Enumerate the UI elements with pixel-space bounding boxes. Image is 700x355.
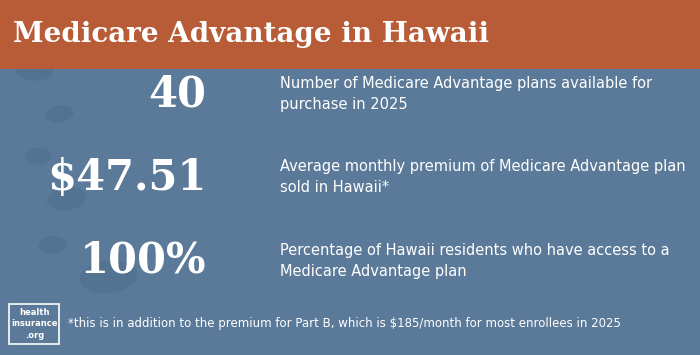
- Ellipse shape: [25, 148, 52, 165]
- Text: Average monthly premium of Medicare Advantage plan
sold in Hawaii*: Average monthly premium of Medicare Adva…: [280, 159, 685, 196]
- Text: health
insurance
.org: health insurance .org: [11, 308, 57, 339]
- Text: *this is in addition to the premium for Part B, which is $185/month for most enr: *this is in addition to the premium for …: [68, 317, 621, 331]
- Text: 100%: 100%: [80, 240, 206, 282]
- Text: $47.51: $47.51: [47, 157, 206, 198]
- Text: Number of Medicare Advantage plans available for
purchase in 2025: Number of Medicare Advantage plans avail…: [280, 76, 652, 112]
- Bar: [0, 0, 700, 69]
- Ellipse shape: [38, 236, 66, 254]
- Text: Percentage of Hawaii residents who have access to a
Medicare Advantage plan: Percentage of Hawaii residents who have …: [280, 243, 670, 279]
- Ellipse shape: [16, 61, 54, 81]
- Text: 40: 40: [148, 73, 206, 115]
- Text: Medicare Advantage in Hawaii: Medicare Advantage in Hawaii: [13, 21, 489, 48]
- Ellipse shape: [47, 187, 86, 211]
- Ellipse shape: [80, 261, 137, 293]
- Ellipse shape: [46, 105, 74, 122]
